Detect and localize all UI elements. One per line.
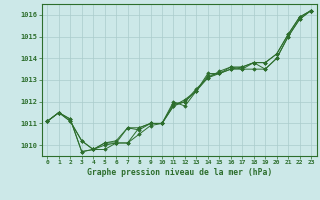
X-axis label: Graphe pression niveau de la mer (hPa): Graphe pression niveau de la mer (hPa) xyxy=(87,168,272,177)
